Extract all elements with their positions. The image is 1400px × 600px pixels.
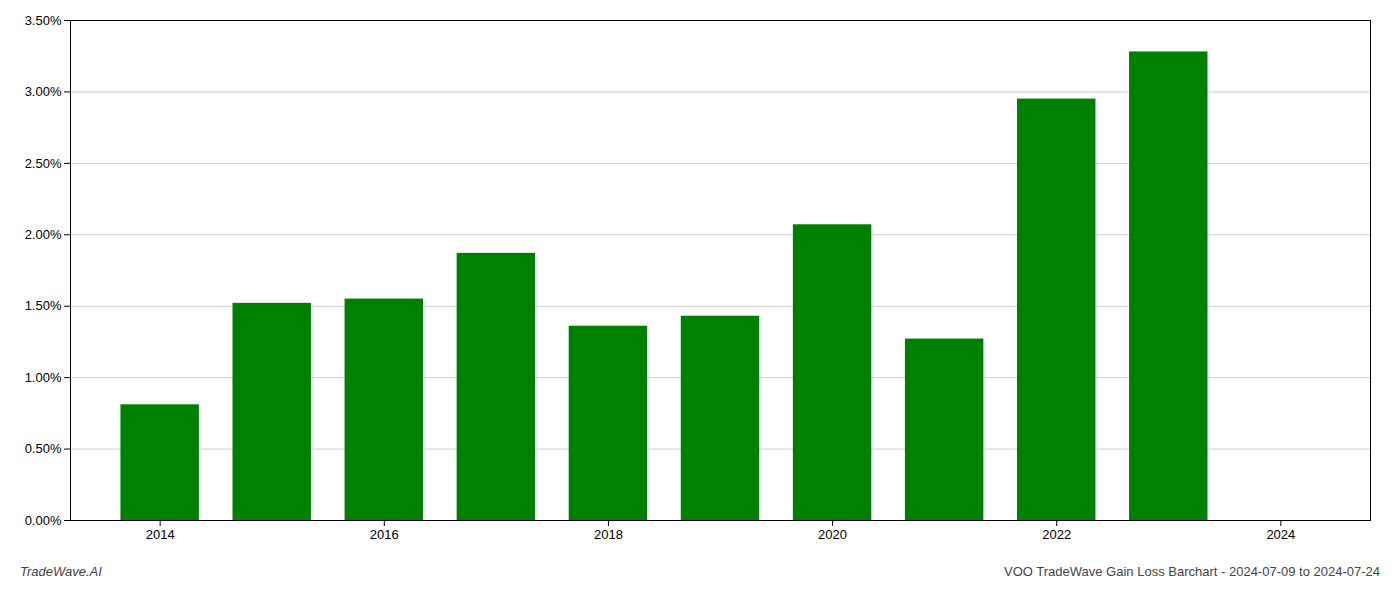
svg-text:3.50%: 3.50% xyxy=(25,13,62,28)
svg-text:2020: 2020 xyxy=(818,527,847,542)
svg-text:2016: 2016 xyxy=(370,527,399,542)
svg-text:2.00%: 2.00% xyxy=(25,227,62,242)
svg-text:2014: 2014 xyxy=(146,527,175,542)
svg-text:1.00%: 1.00% xyxy=(25,370,62,385)
html-text:VOO TradeWave Gain Loss Barcha: VOO TradeWave Gain Loss Barchart - 2024-… xyxy=(1004,564,1380,579)
svg-text:2018: 2018 xyxy=(594,527,623,542)
svg-text:3.00%: 3.00% xyxy=(25,84,62,99)
svg-text:2024: 2024 xyxy=(1266,527,1295,542)
svg-text:0.00%: 0.00% xyxy=(25,513,62,528)
svg-text:1.50%: 1.50% xyxy=(25,298,62,313)
html-text:TradeWave.AI: TradeWave.AI xyxy=(20,564,102,579)
svg-text:2.50%: 2.50% xyxy=(25,156,62,171)
svg-text:2022: 2022 xyxy=(1042,527,1071,542)
svg-text:0.50%: 0.50% xyxy=(25,441,62,456)
